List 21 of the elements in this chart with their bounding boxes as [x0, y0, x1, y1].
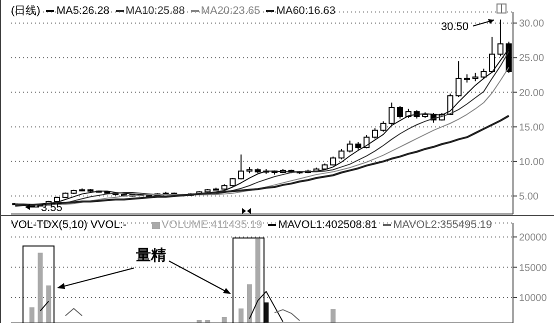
chart-title: VOL-TDX(5,10) VVOL:- [11, 219, 127, 231]
legend-label: MAVOL2:355495.19 [392, 219, 492, 231]
annotation: 3.55 [41, 202, 62, 214]
legend-label: MA60:16.63 [275, 4, 336, 18]
y-tick-label: 30.00 [519, 18, 544, 30]
legend-label: VOLUME:411435.19 [160, 219, 262, 231]
y-tick-label: 15000 [519, 262, 548, 274]
legend-label: MA20:23.65 [200, 4, 260, 18]
y-tick-label: 15.00 [519, 122, 544, 134]
legend-label: MAVOL1:402508.81 [277, 219, 378, 231]
annotation: 量精 [135, 246, 166, 264]
y-tick-label: 20.00 [519, 88, 544, 99]
y-tick-label: 10000 [519, 293, 548, 304]
legend-label: MA10:25.88 [124, 4, 185, 18]
legend-label: MA5:26.28 [55, 4, 110, 18]
y-tick-label: 5.00 [519, 192, 539, 203]
y-tick-label: 10.00 [519, 156, 544, 168]
annotation: 30.50 [441, 21, 469, 33]
chart-title: (日线) [11, 4, 40, 18]
y-tick-label: 20000 [519, 232, 548, 244]
y-tick-label: 25.00 [519, 53, 544, 64]
